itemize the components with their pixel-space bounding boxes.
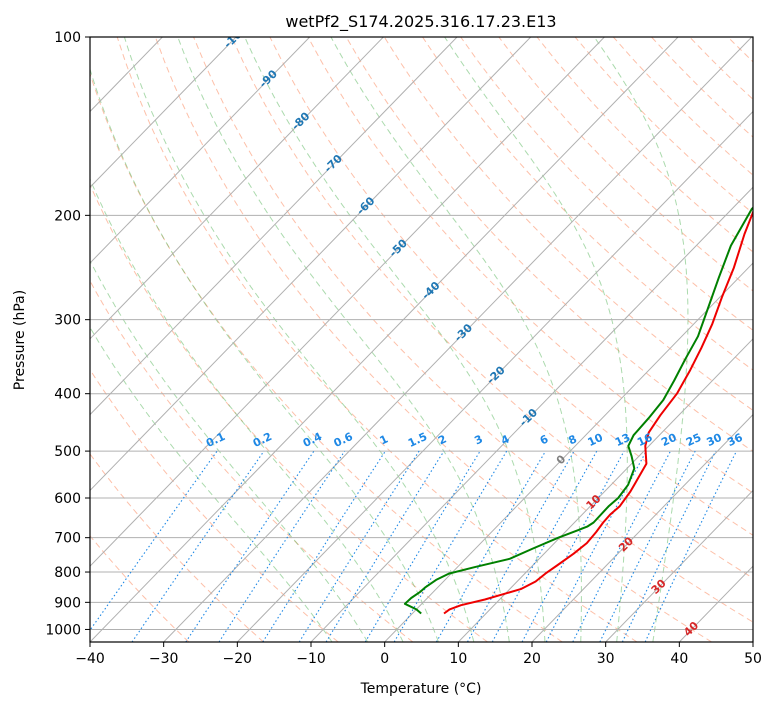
y-tick-label: 500 [54,444,81,460]
isotherm-line [457,338,753,642]
pressure-gridlines [90,37,753,630]
y-tick-label: 400 [54,387,81,403]
isotherm-line [90,37,237,188]
x-tick-label: −40 [75,651,105,667]
dry-adiabat-line [90,183,488,642]
mixing-ratio-label: 25 [684,431,703,449]
isotherm-line [90,37,458,416]
dry-adiabat-line [90,368,339,642]
x-tick-label: 40 [670,651,688,667]
isotherm-line [605,489,753,642]
x-tick-label: −30 [149,651,179,667]
mixing-ratio-label: 20 [659,431,679,449]
temperature-profile-line [443,209,753,615]
y-tick-label: 200 [54,208,81,224]
mixing-ratio-line [572,450,671,642]
mixing-ratio-label: 36 [725,431,745,449]
x-tick-label: −10 [296,651,326,667]
y-tick-label: 700 [54,531,81,547]
mixing-ratio-line [491,450,598,642]
mixing-ratio-label: 10 [586,431,606,449]
isotherm-line [163,37,753,642]
x-tick-label: 50 [744,651,762,667]
plot-frame [89,36,754,643]
mixing-ratio-line [185,450,315,642]
isotherm-line [310,186,753,642]
y-tick-label: 1000 [45,622,81,638]
isotherm-line [531,413,753,642]
mixing-ratio-line [599,450,696,642]
isotherm-line [384,262,753,642]
mixing-ratio-label: 13 [613,431,632,449]
moist-adiabat-line [593,37,689,642]
x-tick-label: 30 [597,651,615,667]
isotherm-line [90,37,679,642]
dry-adiabat-line [90,453,264,642]
moist-adiabat-line [90,67,439,642]
isotherm-line [90,37,532,492]
y-tick-label: 600 [54,491,81,507]
x-axis-label: Temperature (°C) [360,681,482,697]
dry-adiabat-line [345,37,753,452]
dry-adiabat-line [116,37,638,642]
isotherm-line [90,37,311,264]
y-axis: 100 200 300 400 500 600 700 800 900 1000 [45,30,90,638]
x-axis: −40 −30 −20 −10 0 10 20 30 40 50 [75,642,762,667]
mixing-ratio-line [521,450,625,642]
isotherm-line [90,37,384,340]
mixing-ratio-line [262,450,386,642]
moist-adiabat-line [90,259,369,642]
y-axis-label: Pressure (hPa) [12,290,28,390]
mixing-ratio-label: 30 [705,431,725,449]
isotherm-line [90,37,605,567]
sounding-profiles [403,206,753,615]
x-tick-label: 20 [523,651,541,667]
chart-title: wetPf2_S174.2025.316.17.23.E13 [285,12,556,32]
moist-adiabat-line [244,37,546,642]
plot-area: -100-90-80-70-60-50-40-30-20-10010203040… [90,37,753,642]
dry-adiabat-line [307,37,753,494]
moist-adiabat-line [330,37,582,642]
moist-adiabat-line [123,37,475,642]
y-tick-label: 800 [54,565,81,581]
mixing-ratio-line [218,450,346,642]
y-tick-label: 900 [54,595,81,611]
dewpoint-profile-line [403,206,753,615]
moist-adiabat-line [177,37,510,642]
mixing-ratio-label: 16 [635,431,655,449]
x-tick-label: −20 [223,651,253,667]
mixing-ratio-line [325,450,445,642]
dry-adiabat-line [193,37,753,623]
x-tick-label: 10 [449,651,467,667]
isotherms [90,37,753,642]
y-tick-label: 300 [54,313,81,329]
mixing-ratio-line [467,450,575,642]
mixing-ratio-line [131,450,265,642]
x-tick-label: 0 [380,651,389,667]
isotherm-line [236,110,753,642]
y-tick-label: 100 [54,30,81,46]
mixing-ratio-line [90,450,218,632]
moist-adiabat-line [90,326,333,642]
mixing-ratio-lines [90,450,737,642]
